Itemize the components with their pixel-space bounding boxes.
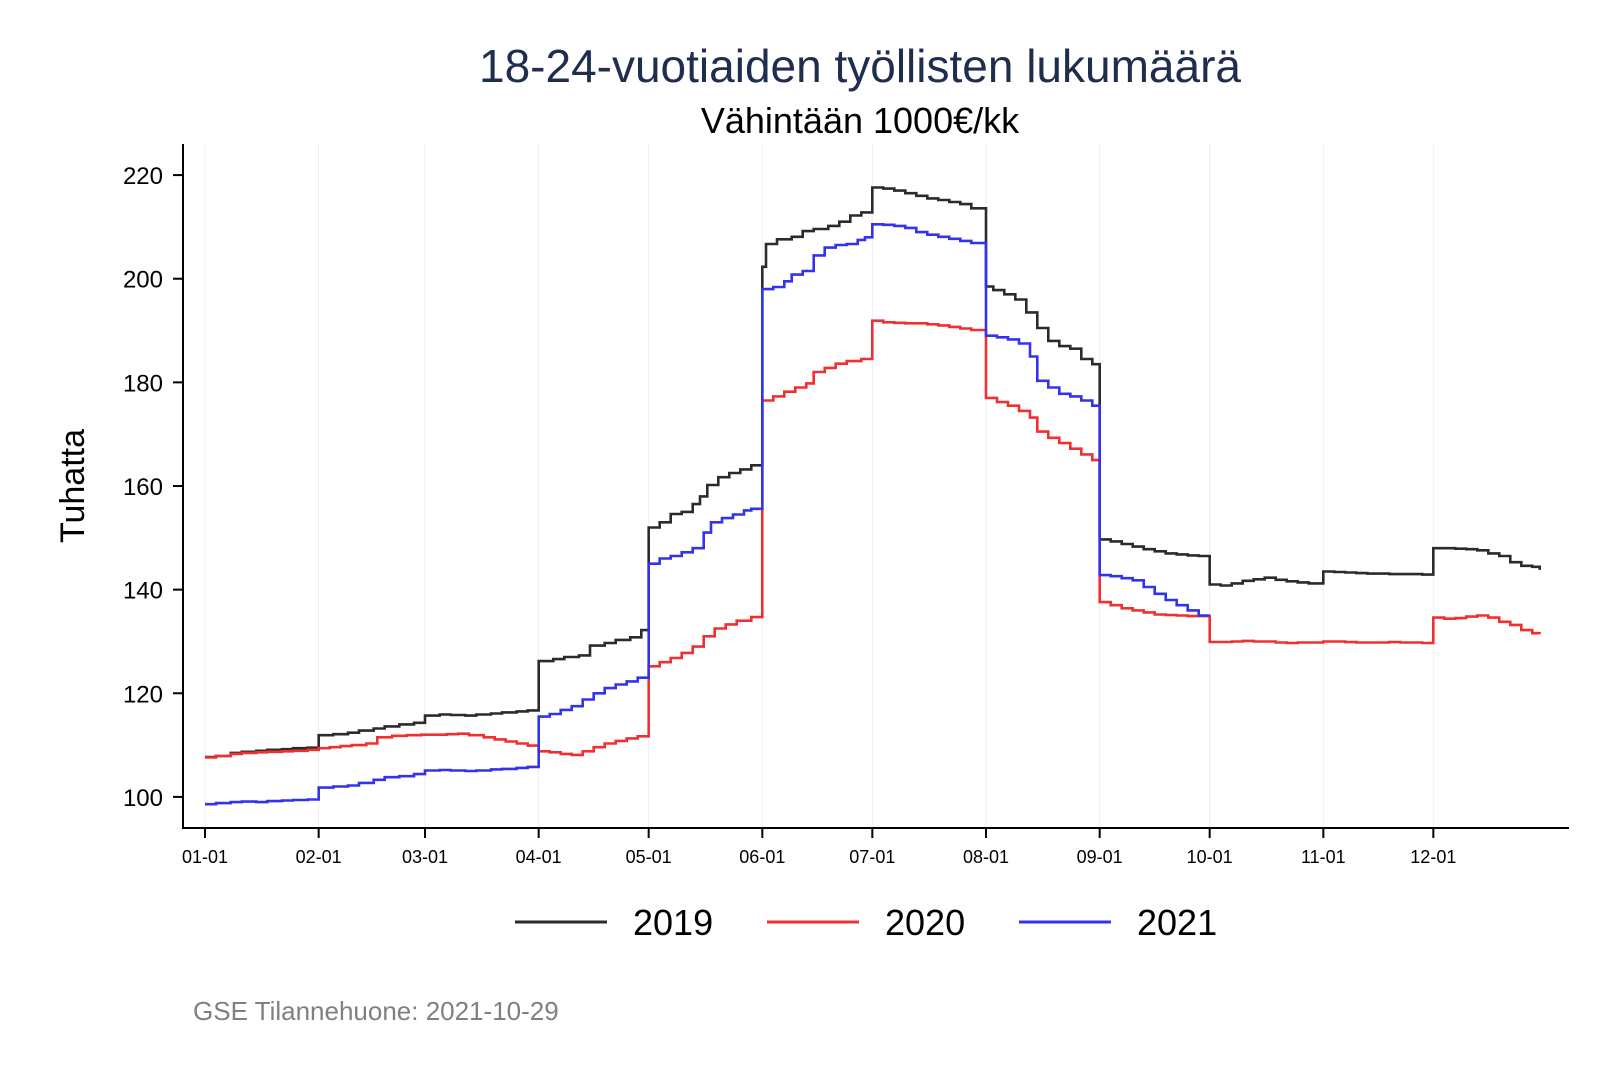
y-tick-label: 140 [123,578,163,605]
x-axis-ticks: 01-01 02-01 03-01 04-01 05-01 06-01 07-01 08-01… [182,828,1456,867]
series-lines [205,186,1541,806]
series-line-2019 [205,186,1541,759]
source-note: GSE Tilannehuone: 2021-10-29 [193,996,559,1026]
x-tick-label: 01-01 [182,847,228,867]
y-axis-ticks: 100 120 140 160 180 200 220 [123,163,183,812]
x-tick-label: 04-01 [516,847,562,867]
chart-subtitle: Vähintään 1000€/kk [701,100,1020,141]
x-tick-label: 03-01 [402,847,448,867]
y-tick-label: 200 [123,267,163,294]
series-line-2020 [205,319,1541,759]
x-tick-label: 12-01 [1410,847,1456,867]
x-tick-label: 02-01 [296,847,342,867]
y-tick-label: 220 [123,163,163,190]
legend-label-2019: 2019 [633,902,713,943]
x-tick-label: 11-01 [1301,847,1346,867]
legend: 2019 2020 2021 [515,902,1217,943]
series-line-2021 [205,223,1210,806]
x-tick-label: 10-01 [1187,847,1233,867]
x-tick-label: 09-01 [1077,847,1123,867]
legend-label-2021: 2021 [1137,902,1217,943]
chart-title: 18-24-vuotiaiden työllisten lukumäärä [479,40,1241,92]
x-tick-label: 05-01 [626,847,672,867]
x-tick-label: 07-01 [849,847,895,867]
y-tick-label: 100 [123,785,163,812]
y-axis-label: Tuhatta [54,429,92,543]
x-tick-label: 08-01 [963,847,1009,867]
y-tick-label: 180 [123,370,163,397]
x-tick-label: 06-01 [739,847,785,867]
legend-label-2020: 2020 [885,902,965,943]
y-tick-label: 160 [123,474,163,501]
y-tick-label: 120 [123,681,163,708]
